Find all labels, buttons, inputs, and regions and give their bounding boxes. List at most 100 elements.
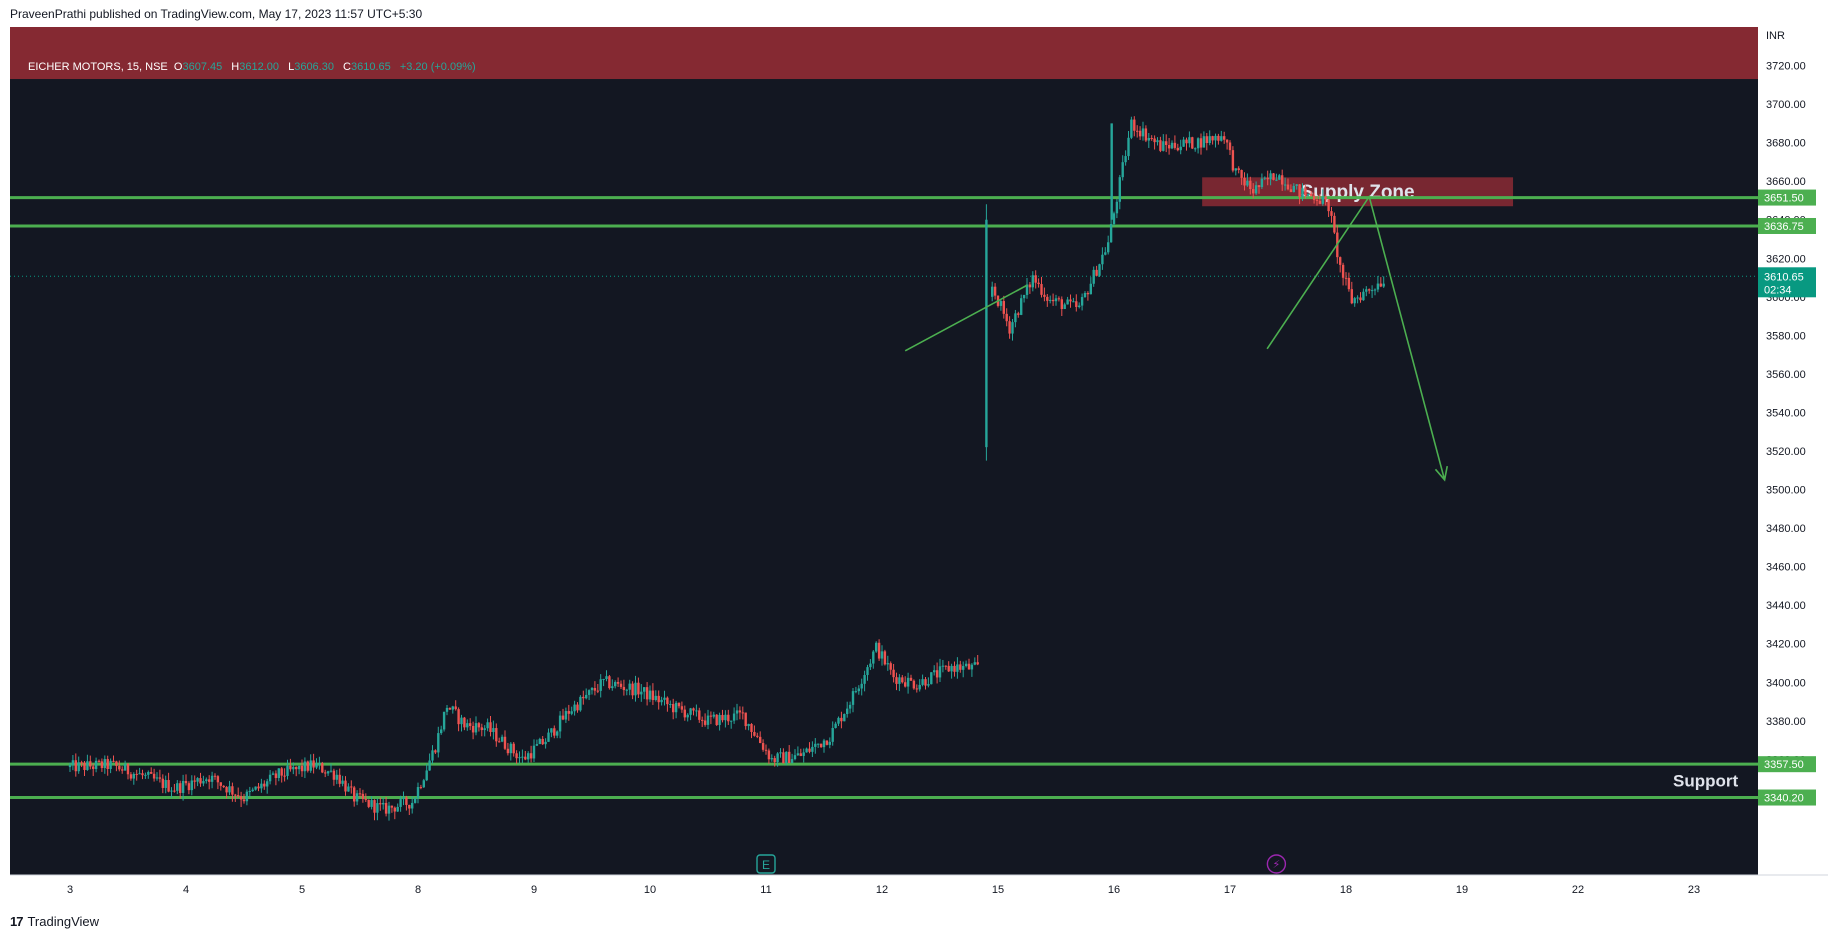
candle-body [753, 731, 756, 736]
candle-body [802, 752, 805, 756]
candle-body [138, 773, 141, 775]
candle-body [94, 760, 98, 769]
candle-body [1069, 299, 1072, 302]
candle-body [660, 699, 663, 703]
candle-body [785, 751, 788, 764]
candle-body [231, 786, 234, 795]
candle-body [373, 800, 376, 813]
candle-body [950, 665, 953, 672]
y-tick-label: 3720.00 [1766, 61, 1806, 73]
candle-body [790, 759, 794, 764]
candle-body [451, 706, 454, 710]
candle-body [155, 777, 159, 779]
price-axis[interactable]: INR3720.003700.003680.003660.003640.0036… [1766, 30, 1806, 805]
y-tick-label: 3680.00 [1766, 138, 1806, 150]
candle-body [147, 772, 150, 775]
candle-body [1356, 297, 1359, 299]
projection-arrow-path [1266, 194, 1446, 481]
candle-body [86, 761, 89, 770]
candle-body [915, 688, 918, 690]
candle-body [654, 695, 657, 701]
legend-change: +3.20 (+0.09%) [399, 61, 476, 73]
candle-body [672, 704, 675, 713]
candle-body [338, 774, 341, 784]
candle-body [1260, 178, 1264, 188]
candle-body [295, 766, 298, 770]
candle-body [1020, 298, 1023, 315]
candle-body [1107, 242, 1110, 253]
candle-body [1310, 193, 1313, 196]
candle-body [208, 779, 211, 782]
candle-body [683, 709, 686, 718]
candle-body [614, 682, 617, 687]
candle-body [657, 695, 660, 703]
zone-rect [10, 27, 1758, 80]
candle-body [535, 744, 539, 746]
legend-high-value: 3612.00 [239, 61, 280, 73]
candle-body [132, 773, 135, 779]
y-tick-label: 3520.00 [1766, 446, 1806, 458]
candle-body [1283, 184, 1287, 186]
time-axis[interactable]: 3 4 5 8 9 10 11 12 15 16 17 18 19 22 23 [10, 874, 1828, 896]
candle-body [964, 663, 968, 667]
candle-body [370, 800, 373, 807]
candle-body [1101, 254, 1104, 265]
candle-body [1295, 184, 1298, 186]
candle-body [106, 759, 109, 769]
candle-body [361, 793, 365, 799]
chart-svg[interactable]: Supply Zone Support E ⚡ INR3720.003700.00… [10, 27, 1828, 905]
candle-body [1194, 148, 1197, 150]
ohlc-legend: EICHER MOTORS, 15, NSE O3607.45 H3612.00… [28, 61, 476, 73]
candle-body [1252, 189, 1255, 194]
candle-body [1312, 195, 1316, 200]
candle-body [1127, 137, 1130, 157]
candle-body [1078, 305, 1081, 308]
chart-frame[interactable]: Supply Zone Support E ⚡ INR 3720.00 3700.00… [10, 27, 1828, 905]
candle-body [358, 793, 362, 795]
candle-body [324, 772, 327, 774]
x-tick-label: 12 [876, 884, 888, 896]
x-tick-label: 23 [1688, 884, 1700, 896]
candle-body [976, 662, 979, 665]
candle-body [909, 677, 913, 681]
candle-body [698, 710, 701, 720]
candle-body [904, 682, 907, 687]
candle-body [1370, 290, 1374, 292]
candle-body [993, 286, 997, 296]
candle-body [210, 775, 214, 782]
candle-body [271, 773, 275, 775]
candle-body [669, 704, 672, 706]
candle-body [634, 682, 637, 696]
candle-body [796, 753, 800, 756]
candle-body [991, 286, 994, 297]
candle-body [1176, 147, 1179, 151]
candle-body [1249, 180, 1252, 190]
candle-body [935, 670, 939, 678]
candle-body [529, 753, 533, 759]
candle-body [637, 682, 640, 695]
candle-body [709, 715, 713, 717]
level-price-tag-text: 3636.75 [1764, 221, 1804, 233]
x-tick-label: 4 [183, 884, 189, 896]
candle-body [1191, 137, 1194, 149]
candle-body [518, 757, 521, 759]
candle-body [1095, 269, 1098, 276]
candle-body [1112, 213, 1116, 225]
candle-body [150, 772, 153, 774]
candle-body [396, 806, 399, 812]
candle-body [912, 680, 916, 689]
candle-body [1086, 293, 1090, 295]
candle-body [1162, 141, 1165, 151]
candle-body [1214, 135, 1217, 141]
candle-body [1275, 179, 1278, 181]
candle-body [329, 770, 333, 772]
candle-body [1025, 284, 1029, 295]
candle-body [695, 710, 698, 712]
y-tick-label: 3660.00 [1766, 176, 1806, 188]
candle-body [541, 738, 544, 745]
trendline [904, 284, 1028, 352]
candle-body [1147, 137, 1150, 141]
candle-body [1121, 162, 1124, 178]
candle-body [89, 761, 92, 767]
candle-body [205, 779, 208, 782]
